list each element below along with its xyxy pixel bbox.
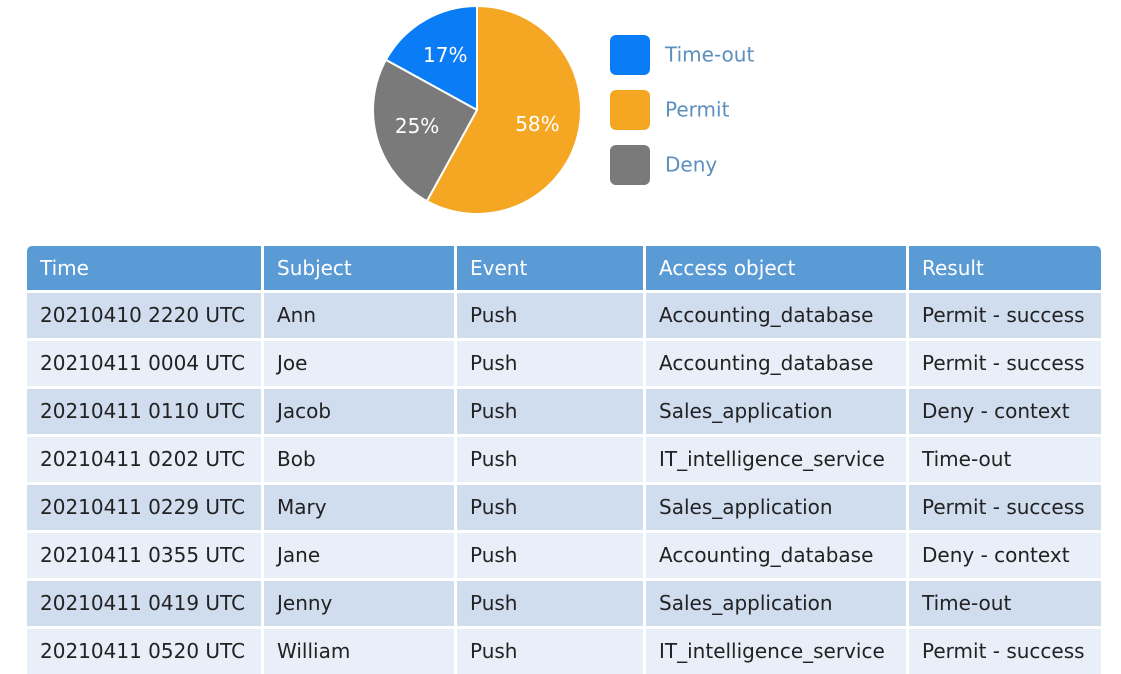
legend-label: Time-out: [664, 43, 754, 67]
table-cell: Accounting_database: [646, 533, 906, 578]
table-cell: Push: [457, 629, 643, 674]
table-cell: Jacob: [264, 389, 454, 434]
table-cell: Jane: [264, 533, 454, 578]
legend-label: Permit: [665, 98, 730, 122]
table-cell: IT_intelligence_service: [646, 437, 906, 482]
table-cell: 20210411 0520 UTC: [27, 629, 261, 674]
table-cell: Push: [457, 341, 643, 386]
table-cell: Joe: [264, 341, 454, 386]
table-cell: 20210411 0419 UTC: [27, 581, 261, 626]
pie-slice: [425, 4, 582, 215]
table-cell: 20210411 0355 UTC: [27, 533, 261, 578]
table-cell: Sales_application: [646, 485, 906, 530]
table-cell: 20210411 0229 UTC: [27, 485, 261, 530]
legend-swatch: [610, 145, 650, 185]
table-cell: Accounting_database: [646, 341, 906, 386]
header-cell: Time: [27, 246, 261, 290]
table-cell: Permit - success: [909, 485, 1101, 530]
table-cell: Time-out: [909, 581, 1101, 626]
table-cell: Deny - context: [909, 533, 1101, 578]
pie-slice: [372, 58, 479, 203]
table-cell: Accounting_database: [646, 293, 906, 338]
slice-label: 25%: [395, 114, 439, 138]
slice-label: 58%: [515, 112, 559, 136]
table-cell: Bob: [264, 437, 454, 482]
table-cell: Sales_application: [646, 389, 906, 434]
table-cell: Push: [457, 389, 643, 434]
pie-slice: [384, 4, 478, 112]
table-cell: 20210411 0110 UTC: [27, 389, 261, 434]
header-cell: Result: [909, 246, 1101, 290]
header-cell: Subject: [264, 246, 454, 290]
table-cell: 20210411 0004 UTC: [27, 341, 261, 386]
table-cell: 20210411 0202 UTC: [27, 437, 261, 482]
access-table: Time Subject Event Access object Result 20210…: [27, 246, 1101, 674]
table-cell: Sales_application: [646, 581, 906, 626]
table-cell: IT_intelligence_service: [646, 629, 906, 674]
table-cell: Permit - success: [909, 293, 1101, 338]
table-cell: Push: [457, 485, 643, 530]
legend-label: Deny: [665, 153, 717, 177]
header-cell: Event: [457, 246, 643, 290]
table-cell: Deny - context: [909, 389, 1101, 434]
table-cell: Push: [457, 533, 643, 578]
table-cell: Time-out: [909, 437, 1101, 482]
table-cell: Push: [457, 293, 643, 338]
table-cell: Permit - success: [909, 629, 1101, 674]
slice-label: 17%: [423, 43, 467, 67]
chart: 17% Time-out 58% Permit 25% Deny: [372, 4, 754, 215]
table-cell: Jenny: [264, 581, 454, 626]
legend-swatch: [610, 35, 650, 75]
table-cell: Permit - success: [909, 341, 1101, 386]
table-cell: Push: [457, 581, 643, 626]
table-cell: 20210410 2220 UTC: [27, 293, 261, 338]
table-cell: William: [264, 629, 454, 674]
table-cell: Ann: [264, 293, 454, 338]
legend-swatch: [610, 90, 650, 130]
header-cell: Access object: [646, 246, 906, 290]
table-cell: Mary: [264, 485, 454, 530]
table-cell: Push: [457, 437, 643, 482]
